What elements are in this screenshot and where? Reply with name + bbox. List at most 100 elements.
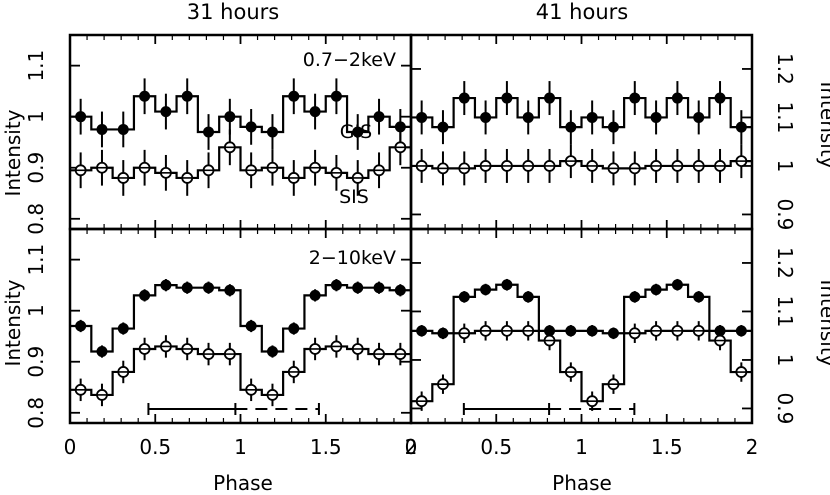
panel-1-series-1-point xyxy=(181,90,193,102)
panel-3-series-1-point xyxy=(75,320,87,332)
panel-3-x-tick-label-0: 0 xyxy=(64,435,77,459)
panel-1-series-1-point xyxy=(330,90,342,102)
x-axis-title-right: Phase xyxy=(552,471,612,495)
plot-area: 0.8 0.9 1 1.1 0.9 1 1.1 1.2 0.8 0.9 1 1.1 0 0.5 1 1.5 2 0… xyxy=(24,33,797,459)
panel-4-x-tick-label-4: 2 xyxy=(746,435,759,459)
panel-3-series-1-point xyxy=(203,282,215,294)
panel-2-series-1-point xyxy=(416,111,428,123)
panel-4-series-1-point xyxy=(458,291,470,303)
panel-3-series-1-point xyxy=(117,323,129,335)
panel-3-series-1-point xyxy=(288,323,300,335)
panel-4-series-1-point xyxy=(501,279,513,291)
panel-3-x-tick-label-2: 1 xyxy=(234,435,247,459)
panel-4-series-1-point xyxy=(437,327,449,339)
panel-2-series-1-point xyxy=(607,121,619,133)
panel-1-y-tick-label-3: 1.1 xyxy=(24,50,48,82)
detector-label-gis: GIS xyxy=(340,121,372,143)
panel-3-x-tick-label-1: 0.5 xyxy=(139,435,171,459)
panel-4-series-1-point xyxy=(480,284,492,296)
panel-3-series-1-point xyxy=(352,282,364,294)
panel-3-series-1-point xyxy=(394,284,406,296)
panel-2-y-tick-label-3: 1.2 xyxy=(773,53,797,85)
panel-4-series-1-point xyxy=(671,279,683,291)
panel-3-series-1-point xyxy=(373,282,385,294)
panel-2-series-1-step-line xyxy=(411,96,752,129)
panel-2-y-tick-label-1: 1 xyxy=(773,160,797,173)
panel-4-series-1-point xyxy=(735,325,747,337)
detector-label-sis: SIS xyxy=(339,186,369,208)
panel-3-series-1-point xyxy=(224,284,236,296)
panel-4-series-1-point xyxy=(565,325,577,337)
y-axis-title-bottom-right: Intensity xyxy=(816,279,830,366)
panel-2-series-1-point xyxy=(671,92,683,104)
panel-1-series-1-point xyxy=(203,126,215,138)
panel-3-series-1-point xyxy=(139,289,151,301)
panel-1-series-2-step-line xyxy=(70,146,411,180)
panel-1-series-1-point xyxy=(394,121,406,133)
panel-4-y-tick-label-1: 1 xyxy=(773,354,797,367)
panel-2-series-2-step-line xyxy=(411,160,752,170)
panel-4-series-1-point xyxy=(629,291,641,303)
panel-4-x-tick-label-3: 1.5 xyxy=(651,435,683,459)
panel-1-series-1-point xyxy=(373,111,385,123)
panel-2-series-1-point xyxy=(565,121,577,133)
panel-2-series-1-point xyxy=(544,92,556,104)
panel-3-y-tick-label-1: 0.9 xyxy=(24,346,48,378)
panel-2-series-1-point xyxy=(501,92,513,104)
panel-4-y-tick-label-3: 1.2 xyxy=(773,247,797,279)
panel-4-series-1-point xyxy=(650,284,662,296)
panel-1-series-1-point xyxy=(266,126,278,138)
column-title-41-hours: 41 hours xyxy=(536,0,628,24)
panel-2-series-1-point xyxy=(650,111,662,123)
y-axis-title-bottom-left: Intensity xyxy=(1,279,25,366)
panel-4-x-tick-label-2: 1 xyxy=(575,435,588,459)
panel-2-series-1-point xyxy=(693,111,705,123)
panel-4-x-tick-label-1: 0.5 xyxy=(480,435,512,459)
panel-2-series-1-point xyxy=(522,111,534,123)
panel-3-series-1-point xyxy=(245,320,257,332)
panel-4-series-1-point xyxy=(522,291,534,303)
panel-1-series-1-step-line xyxy=(70,95,411,134)
panel-3-series-1-point xyxy=(309,289,321,301)
panel-1-y-tick-label-1: 0.9 xyxy=(24,152,48,184)
panel-1-y-tick-label-0: 0.8 xyxy=(24,203,48,235)
panel-4-x-tick-label-0: 0 xyxy=(405,435,418,459)
panel-4-series-1-point xyxy=(586,325,598,337)
panel-2-series-1-point xyxy=(437,121,449,133)
panel-3-y-tick-label-0: 0.8 xyxy=(24,397,48,429)
panel-3-series-1-step-line xyxy=(70,284,411,353)
panel-1-series-1-point xyxy=(96,123,108,135)
panel-1-series-1-point xyxy=(117,123,129,135)
panel-2-series-1-point xyxy=(458,92,470,104)
panel-4-series-1-point xyxy=(416,325,428,337)
panel-4-series-1-point xyxy=(607,327,619,339)
panel-3-series-2-step-line xyxy=(70,345,411,397)
panel-2-frame xyxy=(409,33,754,231)
column-title-31-hours: 31 hours xyxy=(187,0,279,24)
energy-band-label-soft: 0.7−2keV xyxy=(303,49,396,71)
panel-2-series-1-point xyxy=(586,111,598,123)
energy-band-label-hard: 2−10keV xyxy=(309,247,396,269)
panel-1-series-1-point xyxy=(75,111,87,123)
panel-4-y-tick-label-0: 0.9 xyxy=(773,393,797,425)
panel-4-series-1-point xyxy=(693,291,705,303)
panel-3-series-1-point xyxy=(181,282,193,294)
x-axis-title-left: Phase xyxy=(213,471,273,495)
panel-1-series-1-point xyxy=(352,126,364,138)
panel-4-series-2-step-line xyxy=(411,329,752,403)
panel-2-series-1-point xyxy=(735,121,747,133)
panel-2-series-1-point xyxy=(629,92,641,104)
panel-1-series-1-point xyxy=(288,90,300,102)
panel-2-y-tick-label-2: 1.1 xyxy=(773,102,797,134)
panel-2-series-1-point xyxy=(714,92,726,104)
panel-3-y-tick-label-3: 1.1 xyxy=(24,244,48,276)
panel-3-series-1-point xyxy=(266,346,278,358)
panel-3-series-1-point xyxy=(330,279,342,291)
panel-1-series-1-point xyxy=(160,106,172,118)
panel-1-y-tick-label-2: 1 xyxy=(24,110,48,123)
panel-2-series-1-point xyxy=(480,111,492,123)
panel-3-series-1-point xyxy=(160,279,172,291)
panel-1-series-1-point xyxy=(245,121,257,133)
y-axis-title-top-right: Intensity xyxy=(816,81,830,168)
